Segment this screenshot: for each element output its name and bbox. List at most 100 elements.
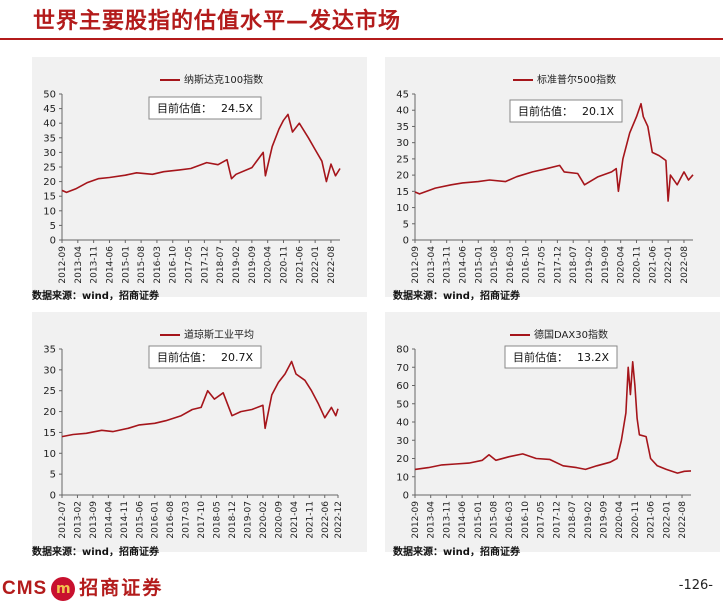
sp500-ytick-label: 15 xyxy=(396,187,409,198)
dax30-xtick-label: 2013-11 xyxy=(442,501,452,539)
nasdaq100-xtick-label: 2017-05 xyxy=(185,246,195,284)
nasdaq100-ytick-label: 0 xyxy=(50,236,56,247)
dax30-xtick-label: 2016-03 xyxy=(505,501,515,539)
sp500-ytick-label: 20 xyxy=(396,171,409,182)
logo-cn-text: 招商证券 xyxy=(79,577,164,599)
nasdaq100-valuation-label: 目前估值： xyxy=(157,101,212,115)
logo-en-text: CMS xyxy=(2,578,48,599)
sp500-ytick-label: 40 xyxy=(396,106,409,117)
dow-jones-xtick-label: 2012-07 xyxy=(58,501,68,539)
dow-jones-ytick-label: 10 xyxy=(43,449,56,460)
nasdaq100-xtick-label: 2015-01 xyxy=(121,246,131,284)
sp500-chart: 0 5 10 15 20 25 30 35 40 45 2012-09 2013-04 2013-11 2… xyxy=(396,73,694,284)
dax30-legend-label: 德国DAX30指数 xyxy=(534,328,608,341)
sp500-xtick-label: 2014-06 xyxy=(458,246,468,284)
nasdaq100-xtick-label: 2016-03 xyxy=(153,246,163,284)
sp500-xtick-label: 2013-04 xyxy=(427,246,437,284)
dax30-valuation-label: 目前估值： xyxy=(513,350,568,364)
sp500-ytick-label: 30 xyxy=(396,138,409,149)
dow-jones-xtick-label: 2020-09 xyxy=(274,501,284,539)
sp500-xtick-label: 2020-04 xyxy=(617,246,627,284)
dow-jones-xtick-label: 2013-02 xyxy=(73,501,83,539)
dow-jones-valuation-label: 目前估值： xyxy=(157,350,212,364)
nasdaq100-ytick-label: 45 xyxy=(43,104,56,115)
title-divider xyxy=(0,38,723,40)
dax30-xtick-label: 2014-06 xyxy=(458,501,468,539)
sp500-ytick-label: 25 xyxy=(396,154,409,165)
nasdaq100-valuation-box xyxy=(148,96,262,120)
dax30-valuation-box xyxy=(504,345,618,369)
dax30-xtick-label: 2018-07 xyxy=(568,501,578,539)
dow-jones-xtick-label: 2014-04 xyxy=(104,501,114,539)
dow-jones-ytick-label: 35 xyxy=(43,345,56,356)
sp500-xtick-label: 2018-07 xyxy=(569,246,579,284)
dax30-series-line xyxy=(414,360,692,474)
nasdaq100-xtick-label: 2019-09 xyxy=(248,246,258,284)
dow-jones-ytick-label: 20 xyxy=(43,407,56,418)
nasdaq100-xtick-label: 2021-06 xyxy=(295,246,305,284)
sp500-valuation-box xyxy=(509,99,623,123)
sp500-xtick-label: 2019-02 xyxy=(585,246,595,284)
dow-jones-ytick-label: 0 xyxy=(50,491,56,502)
dow-jones-legend-label: 道琼斯工业平均 xyxy=(184,328,254,341)
nasdaq100-ytick-label: 15 xyxy=(43,192,56,203)
nasdaq100-xtick-label: 2022-01 xyxy=(311,246,321,284)
dax30-ytick-label: 50 xyxy=(396,399,409,410)
dow-jones-xtick-label: 2014-11 xyxy=(120,501,130,539)
dow-jones-xtick-label: 2018-12 xyxy=(228,501,238,539)
dow-jones-series-line xyxy=(61,360,339,438)
dow-jones-xtick-label: 2019-07 xyxy=(243,501,253,539)
dow-jones-valuation-box xyxy=(148,345,262,369)
dow-jones-xtick-label: 2013-09 xyxy=(89,501,99,539)
dow-jones-ytick-label: 25 xyxy=(43,386,56,397)
page-title: 世界主要股指的估值水平—发达市场 xyxy=(33,9,402,34)
dow-jones-xtick-label: 2015-06 xyxy=(135,501,145,539)
sp500-xtick-label: 2016-03 xyxy=(506,246,516,284)
dax30-xtick-label: 2022-08 xyxy=(678,501,688,539)
sp500-xtick-label: 2022-08 xyxy=(680,246,690,284)
chart-panel-sp500: 0 5 10 15 20 25 30 35 40 45 2012-09 2013-04 2013-11 2… xyxy=(385,57,720,297)
dax30-xtick-label: 2017-12 xyxy=(552,501,562,539)
sp500-ytick-label: 35 xyxy=(396,122,409,133)
dax30-xtick-label: 2015-08 xyxy=(490,501,500,539)
nasdaq100-xtick-label: 2013-04 xyxy=(74,246,84,284)
nasdaq100-ytick-label: 30 xyxy=(43,148,56,159)
chart-panel-dow-jones: 0 5 10 15 20 25 30 35 2012-07 2013-02 2013-09 2014-… xyxy=(32,312,367,552)
sp500-xtick-label: 2022-01 xyxy=(664,246,674,284)
nasdaq100-xtick-label: 2016-10 xyxy=(169,246,179,284)
chart-panel-nasdaq100: 0 5 10 15 20 25 30 35 40 45 50 2012-09 2013-04 2013-1… xyxy=(32,57,367,297)
nasdaq100-xtick-label: 2018-07 xyxy=(216,246,226,284)
nasdaq100-ytick-label: 20 xyxy=(43,177,56,188)
nasdaq100-xtick-label: 2017-12 xyxy=(200,246,210,284)
dax30-xtick-label: 2015-01 xyxy=(474,501,484,539)
dow-jones-ytick-label: 30 xyxy=(43,365,56,376)
nasdaq100-xtick-label: 2019-02 xyxy=(232,246,242,284)
sp500-ytick-label: 0 xyxy=(403,236,409,247)
dow-jones-xtick-label: 2020-02 xyxy=(259,501,269,539)
dow-jones-xtick-label: 2016-01 xyxy=(151,501,161,539)
nasdaq100-series-line xyxy=(61,113,341,194)
sp500-valuation-value: 20.1X xyxy=(582,105,614,118)
nasdaq100-valuation-value: 24.5X xyxy=(221,102,253,115)
dow-jones-xtick-label: 2018-05 xyxy=(213,501,223,539)
sp500-xtick-label: 2019-09 xyxy=(601,246,611,284)
nasdaq100-ytick-label: 10 xyxy=(43,206,56,217)
dax30-xtick-label: 2019-09 xyxy=(599,501,609,539)
dow-jones-xtick-label: 2017-10 xyxy=(197,501,207,539)
nasdaq100-ytick-label: 5 xyxy=(50,221,56,232)
sp500-series-line xyxy=(414,102,694,202)
sp500-xtick-label: 2020-11 xyxy=(632,246,642,284)
sp500-xtick-label: 2015-01 xyxy=(474,246,484,284)
dow-jones-ytick-label: 5 xyxy=(50,470,56,481)
dax30-ytick-label: 80 xyxy=(396,345,409,356)
dow-jones-xtick-label: 2021-04 xyxy=(290,501,300,539)
sp500-xtick-label: 2013-11 xyxy=(443,246,453,284)
dow-jones-valuation-value: 20.7X xyxy=(221,351,253,364)
dax30-ytick-label: 0 xyxy=(403,491,409,502)
dax30-ytick-label: 20 xyxy=(396,454,409,465)
dax30-xtick-label: 2017-05 xyxy=(537,501,547,539)
company-logo: CMS m 招商证券 xyxy=(2,573,163,601)
nasdaq100-xtick-label: 2020-11 xyxy=(279,246,289,284)
nasdaq100-xtick-label: 2020-04 xyxy=(264,246,274,284)
nasdaq100-xtick-label: 2014-06 xyxy=(105,246,115,284)
